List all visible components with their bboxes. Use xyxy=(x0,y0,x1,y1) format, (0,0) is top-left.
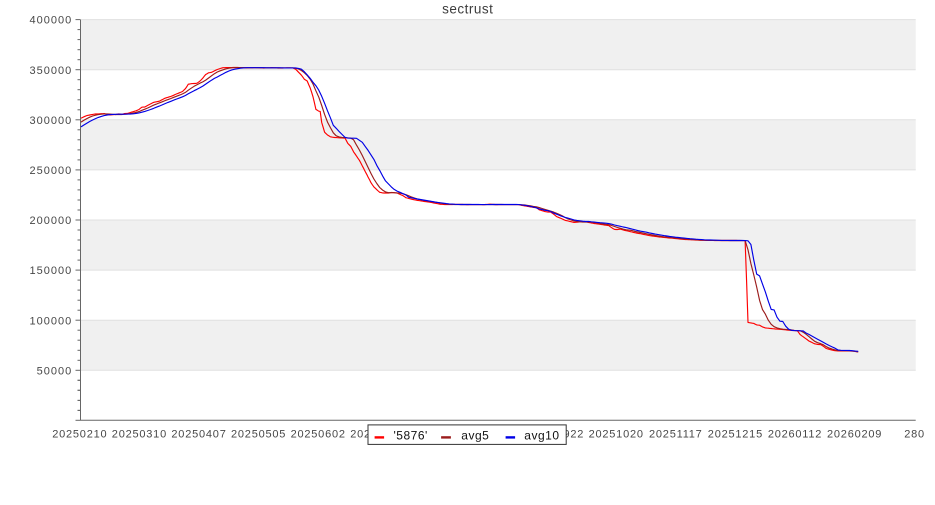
svg-text:20250505: 20250505 xyxy=(231,429,286,441)
svg-text:20251020: 20251020 xyxy=(589,429,644,441)
svg-text:sectrust: sectrust xyxy=(442,2,493,17)
svg-text:avg5: avg5 xyxy=(461,428,489,442)
svg-text:20250310: 20250310 xyxy=(112,429,167,441)
svg-text:20250407: 20250407 xyxy=(171,429,226,441)
svg-text:250000: 250000 xyxy=(29,165,72,177)
svg-text:20260112: 20260112 xyxy=(768,429,822,441)
svg-text:20260209: 20260209 xyxy=(827,429,882,441)
svg-text:100000: 100000 xyxy=(29,315,72,327)
svg-text:200000: 200000 xyxy=(29,215,72,227)
svg-text:avg10: avg10 xyxy=(524,428,559,442)
svg-text:20251117: 20251117 xyxy=(649,429,703,441)
svg-text:350000: 350000 xyxy=(29,65,72,77)
svg-text:50000: 50000 xyxy=(37,365,73,377)
svg-text:20250210: 20250210 xyxy=(52,429,107,441)
svg-text:280: 280 xyxy=(904,429,925,441)
svg-text:300000: 300000 xyxy=(29,115,72,127)
svg-text:20251215: 20251215 xyxy=(708,429,763,441)
svg-text:20250602: 20250602 xyxy=(291,429,346,441)
svg-text:150000: 150000 xyxy=(29,265,72,277)
svg-text:'5876': '5876' xyxy=(394,428,428,442)
svg-text:400000: 400000 xyxy=(29,15,72,27)
